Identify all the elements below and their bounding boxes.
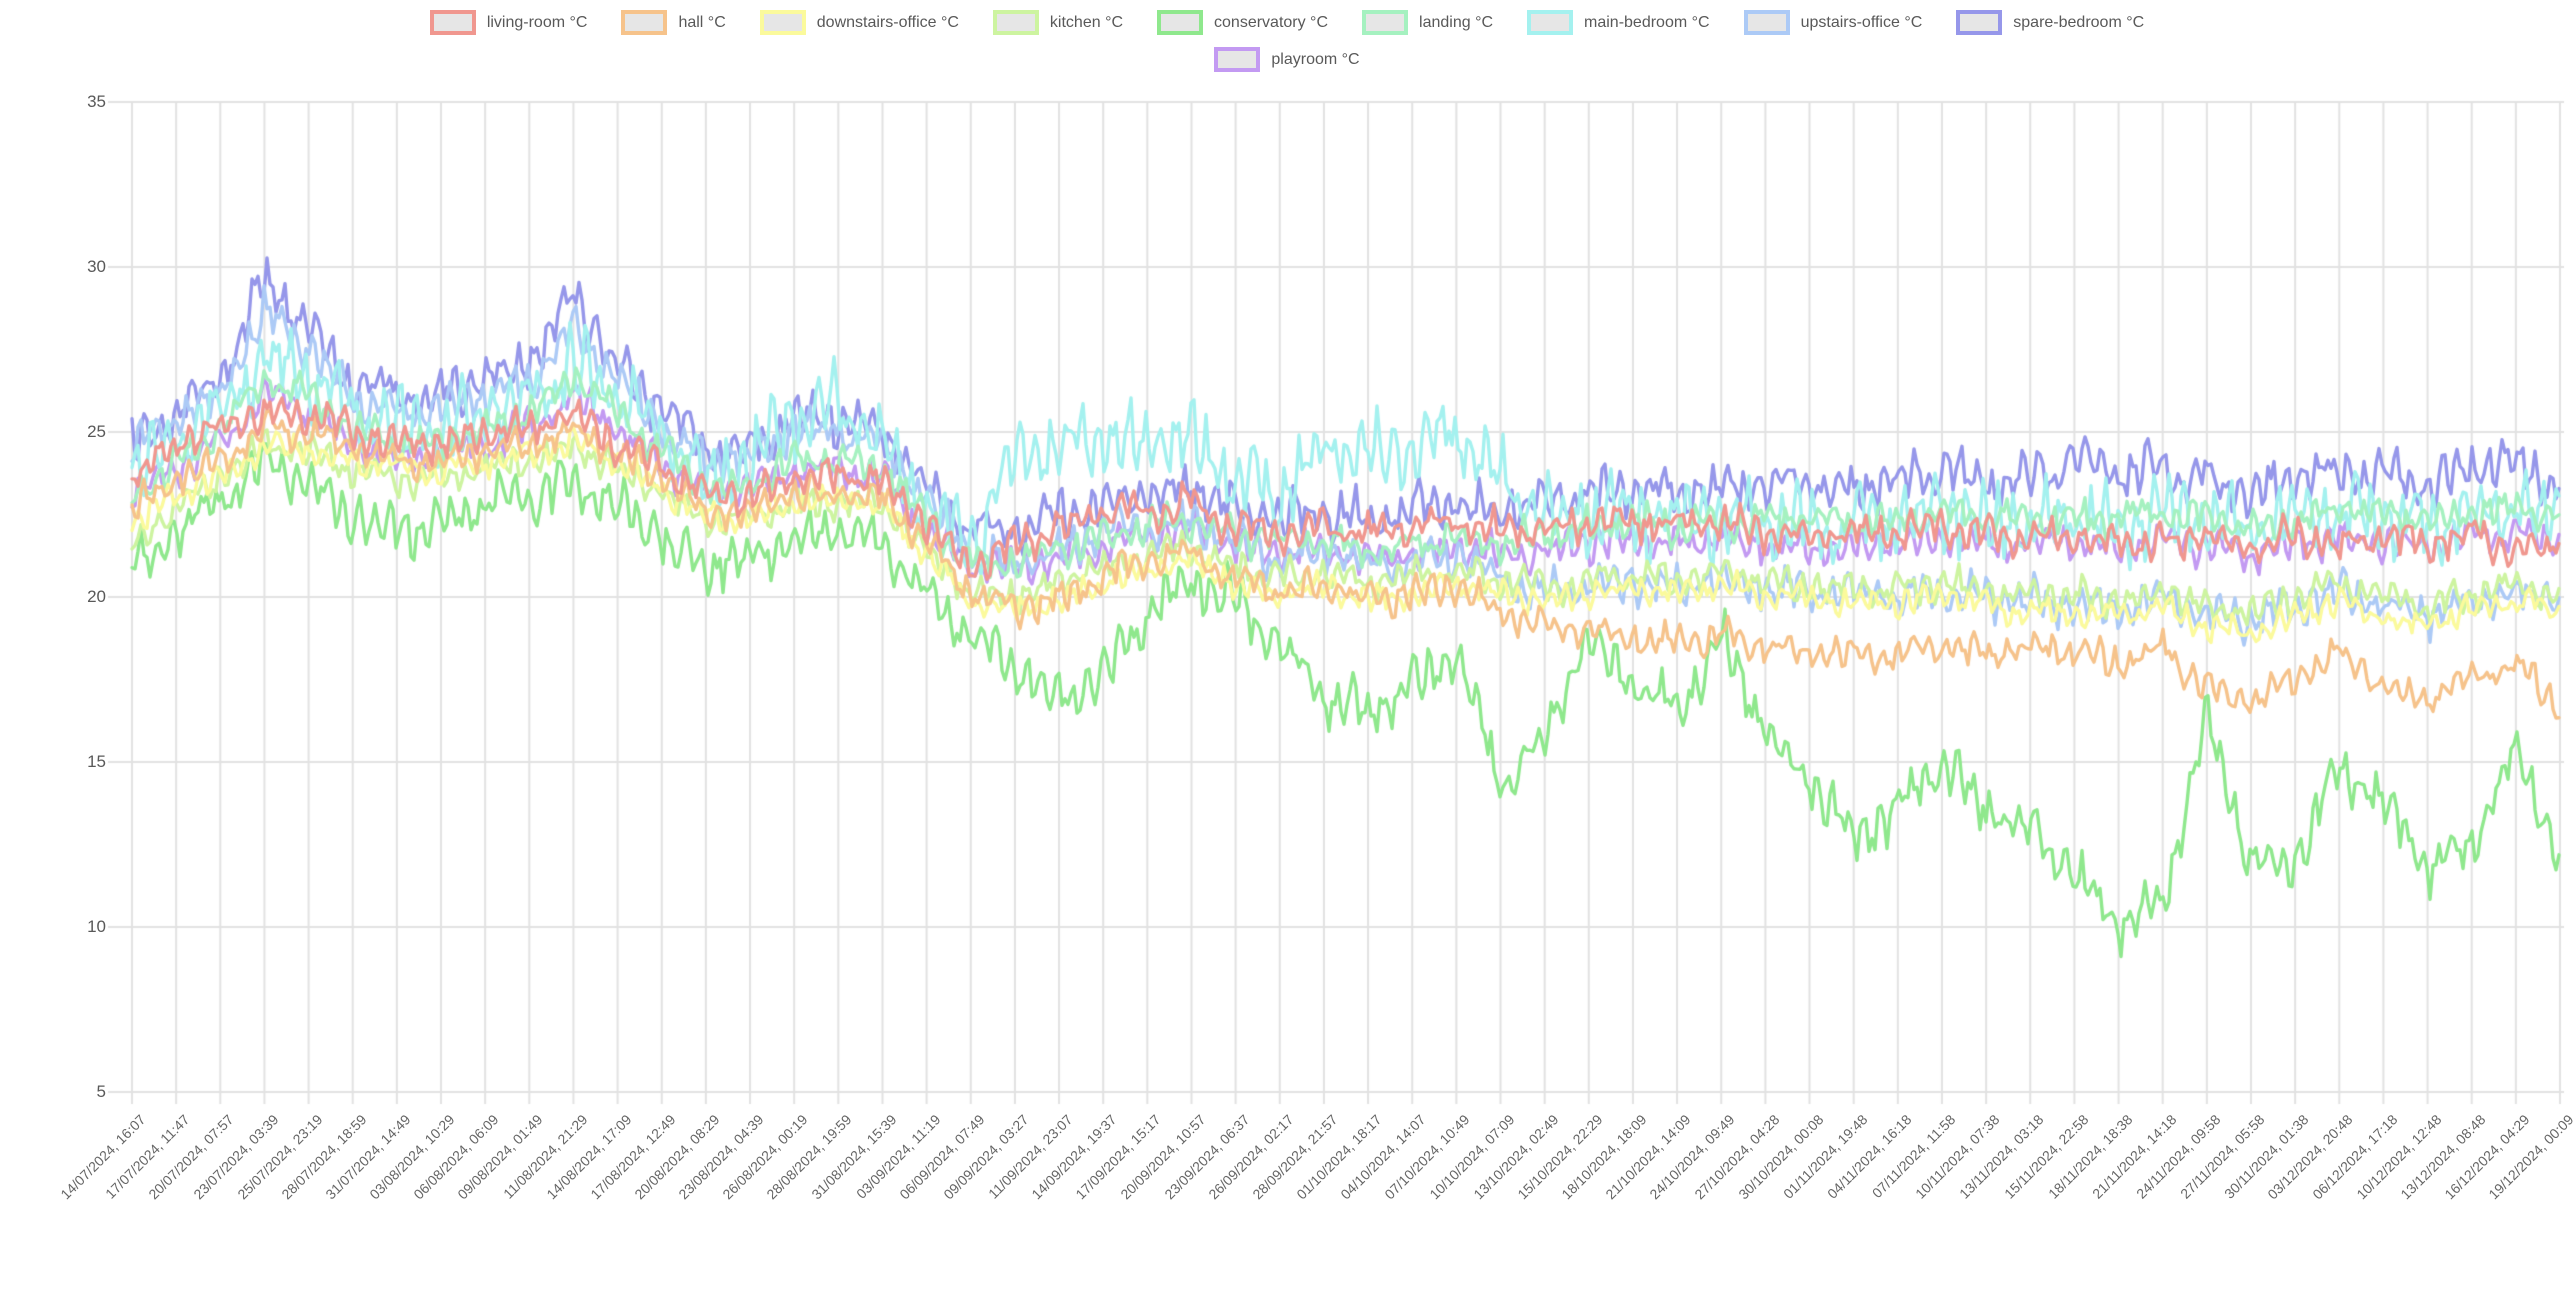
legend-item-main-bedroom[interactable]: main-bedroom °C [1527, 10, 1710, 35]
legend-item-hall[interactable]: hall °C [621, 10, 726, 35]
legend-label: kitchen °C [1049, 13, 1124, 31]
legend-swatch-icon [621, 10, 668, 35]
legend-label: main-bedroom °C [1584, 13, 1710, 31]
y-tick-label: 5 [96, 1082, 106, 1101]
legend-swatch-icon [429, 10, 476, 35]
y-tick-label: 20 [87, 587, 106, 606]
legend-label: downstairs-office °C [816, 13, 959, 31]
legend-label: upstairs-office °C [1800, 13, 1923, 31]
legend-swatch-icon [1743, 10, 1790, 35]
y-tick-label: 30 [87, 257, 106, 276]
legend-label: landing °C [1419, 13, 1494, 31]
legend-swatch-icon [1214, 47, 1261, 72]
y-tick-label: 25 [87, 422, 106, 441]
legend-item-playroom[interactable]: playroom °C [1214, 47, 1360, 72]
legend-label: conservatory °C [1214, 13, 1329, 31]
legend-label: playroom °C [1271, 50, 1360, 68]
legend-swatch-icon [1362, 10, 1409, 35]
chart-legend: living-room °C hall °C downstairs-office °… [0, 10, 2574, 72]
legend-label: spare-bedroom °C [2013, 13, 2145, 31]
y-tick-label: 35 [87, 92, 106, 111]
legend-row: living-room °C hall °C downstairs-office °… [429, 10, 2144, 35]
legend-item-landing[interactable]: landing °C [1362, 10, 1493, 35]
legend-label: hall °C [678, 13, 726, 31]
legend-item-conservatory[interactable]: conservatory °C [1157, 10, 1328, 35]
legend-swatch-icon [1157, 10, 1204, 35]
legend-item-living-room[interactable]: living-room °C [429, 10, 588, 35]
legend-item-upstairs-office[interactable]: upstairs-office °C [1743, 10, 1923, 35]
legend-item-kitchen[interactable]: kitchen °C [992, 10, 1124, 35]
legend-row: playroom °C [1214, 47, 1360, 72]
legend-item-spare-bedroom[interactable]: spare-bedroom °C [1956, 10, 2144, 35]
legend-swatch-icon [1527, 10, 1574, 35]
legend-item-downstairs-office[interactable]: downstairs-office °C [759, 10, 959, 35]
legend-swatch-icon [992, 10, 1039, 35]
y-tick-label: 10 [87, 917, 106, 936]
y-tick-label: 15 [87, 752, 106, 771]
legend-swatch-icon [759, 10, 806, 35]
legend-swatch-icon [1956, 10, 2003, 35]
legend-label: living-room °C [486, 13, 588, 31]
